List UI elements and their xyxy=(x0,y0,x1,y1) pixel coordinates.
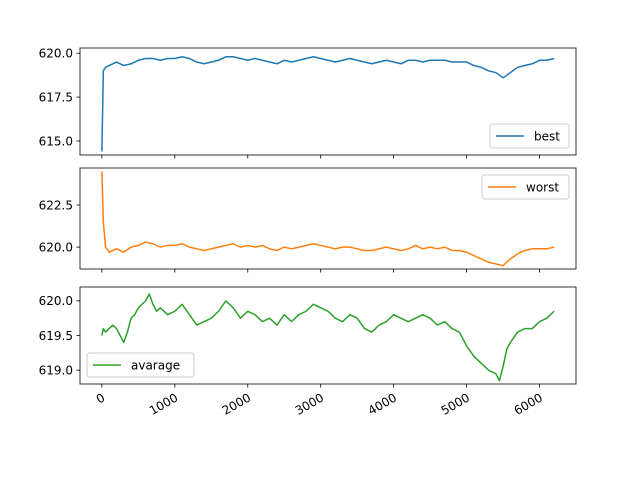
legend: best xyxy=(489,123,570,149)
y-tick-label: 617.5 xyxy=(39,90,73,104)
legend-label-worst: worst xyxy=(526,180,559,194)
subplot-2: 620.0 622.5 worst xyxy=(39,167,577,273)
legend-box xyxy=(489,123,570,149)
y-tick-label: 619.0 xyxy=(39,363,73,377)
series-line-avarage xyxy=(101,293,555,382)
legend: worst xyxy=(481,174,570,200)
axes-frame xyxy=(79,167,577,270)
y-tick-label: 620.0 xyxy=(39,47,73,61)
x-tick-label: 2000 xyxy=(220,390,253,417)
legend: avarage xyxy=(86,352,195,378)
legend-box xyxy=(86,352,195,378)
x-tick-label: 3000 xyxy=(293,390,326,417)
y-tick-label: 620.0 xyxy=(39,240,73,254)
y-tick-label: 619.5 xyxy=(39,329,73,343)
x-tick-label: 6000 xyxy=(512,390,545,417)
legend-label-avarage: avarage xyxy=(131,358,180,372)
subplot-3: 619.0 619.5 620.0 0 1000 2000 3000 4000 5000 6000… xyxy=(39,286,577,418)
x-tick-label: 4000 xyxy=(366,390,399,417)
y-tick-label: 622.5 xyxy=(39,198,73,212)
x-tick-label: 0 xyxy=(94,390,108,406)
subplot-1: 615.0 617.5 620.0 best xyxy=(39,47,577,159)
legend-box xyxy=(481,174,570,200)
series-line-worst xyxy=(101,171,555,267)
y-tick-label: 620.0 xyxy=(39,294,73,308)
x-tick-label: 1000 xyxy=(147,390,180,417)
y-tick-label: 615.0 xyxy=(39,134,73,148)
x-tick-label: 5000 xyxy=(439,390,472,417)
legend-label-best: best xyxy=(534,129,560,143)
series-line-best xyxy=(101,56,555,152)
axes-frame xyxy=(79,47,577,156)
